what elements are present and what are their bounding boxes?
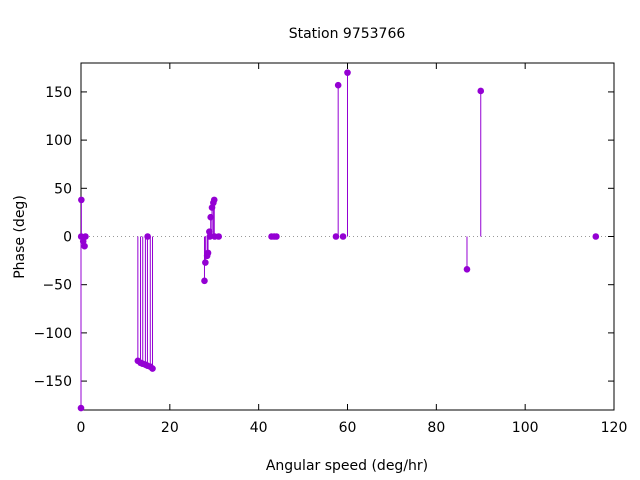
x-tick-label-3: 60 bbox=[339, 420, 357, 436]
data-point-0 bbox=[78, 405, 85, 412]
x-tick-label-6: 120 bbox=[601, 420, 628, 436]
impulse-series bbox=[81, 73, 481, 408]
chart-title: Station 9753766 bbox=[289, 26, 406, 42]
data-point-34 bbox=[477, 88, 484, 95]
data-point-4 bbox=[81, 243, 88, 250]
y-tick-label-4: 50 bbox=[54, 181, 72, 197]
x-axis: 0 20 40 60 80 100 120 bbox=[77, 63, 628, 436]
y-tick-label-6: 150 bbox=[45, 85, 72, 101]
data-point-13 bbox=[149, 365, 156, 372]
y-tick-label-3: 0 bbox=[63, 230, 72, 246]
x-tick-label-4: 80 bbox=[427, 420, 445, 436]
data-point-11 bbox=[144, 233, 151, 240]
data-point-14 bbox=[201, 278, 208, 285]
data-point-32 bbox=[344, 69, 351, 76]
data-point-28 bbox=[273, 233, 280, 240]
data-point-15 bbox=[202, 259, 209, 266]
y-tick-label-0: −150 bbox=[34, 374, 72, 390]
y-axis: −150 −100 −50 0 50 100 150 bbox=[34, 85, 614, 390]
y-tick-label-1: −100 bbox=[34, 326, 72, 342]
data-point-25 bbox=[215, 233, 222, 240]
data-point-23 bbox=[211, 197, 218, 204]
data-point-2 bbox=[78, 197, 85, 204]
x-axis-label: Angular speed (deg/hr) bbox=[266, 458, 428, 474]
x-tick-label-5: 100 bbox=[512, 420, 539, 436]
data-point-29 bbox=[333, 233, 340, 240]
x-tick-label-2: 40 bbox=[250, 420, 268, 436]
data-point-33 bbox=[464, 266, 471, 273]
y-tick-label-2: −50 bbox=[42, 278, 72, 294]
x-tick-label-1: 20 bbox=[161, 420, 179, 436]
data-point-35 bbox=[592, 233, 599, 240]
data-point-30 bbox=[335, 82, 342, 89]
y-tick-label-5: 100 bbox=[45, 133, 72, 149]
data-point-5 bbox=[82, 233, 89, 240]
data-point-20 bbox=[207, 214, 214, 221]
y-axis-label: Phase (deg) bbox=[12, 195, 28, 279]
data-point-31 bbox=[340, 233, 347, 240]
x-tick-label-0: 0 bbox=[77, 420, 86, 436]
data-point-17 bbox=[205, 250, 212, 257]
